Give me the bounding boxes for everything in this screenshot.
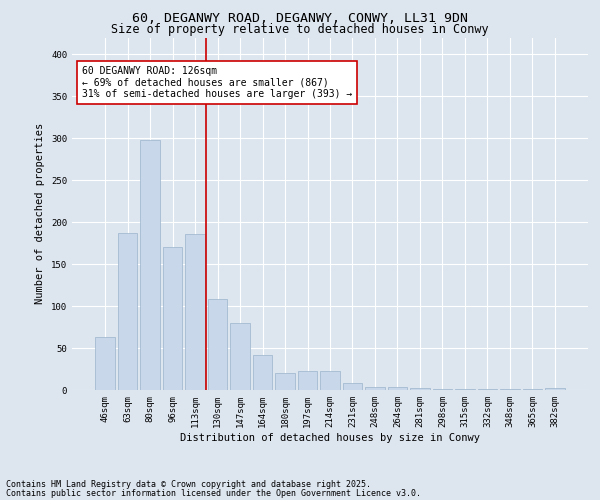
Text: 60, DEGANWY ROAD, DEGANWY, CONWY, LL31 9DN: 60, DEGANWY ROAD, DEGANWY, CONWY, LL31 9… <box>132 12 468 26</box>
Text: Contains public sector information licensed under the Open Government Licence v3: Contains public sector information licen… <box>6 488 421 498</box>
Bar <box>275 373 295 390</box>
Bar <box>208 300 227 390</box>
Bar <box>140 140 160 390</box>
Bar <box>343 384 362 390</box>
Y-axis label: Number of detached properties: Number of detached properties <box>35 123 46 304</box>
Bar <box>185 234 205 390</box>
Bar <box>118 233 137 390</box>
Bar <box>230 323 250 390</box>
Bar <box>433 389 452 390</box>
X-axis label: Distribution of detached houses by size in Conwy: Distribution of detached houses by size … <box>180 432 480 442</box>
Bar <box>388 386 407 390</box>
Bar <box>163 248 182 390</box>
Bar <box>478 389 497 390</box>
Bar <box>545 388 565 390</box>
Bar <box>410 388 430 390</box>
Bar <box>320 370 340 390</box>
Text: 60 DEGANWY ROAD: 126sqm
← 69% of detached houses are smaller (867)
31% of semi-d: 60 DEGANWY ROAD: 126sqm ← 69% of detache… <box>82 66 353 99</box>
Text: Contains HM Land Registry data © Crown copyright and database right 2025.: Contains HM Land Registry data © Crown c… <box>6 480 371 489</box>
Bar <box>500 389 520 390</box>
Text: Size of property relative to detached houses in Conwy: Size of property relative to detached ho… <box>111 22 489 36</box>
Bar <box>298 370 317 390</box>
Bar <box>253 355 272 390</box>
Bar <box>455 389 475 390</box>
Bar <box>365 386 385 390</box>
Bar <box>95 337 115 390</box>
Bar <box>523 389 542 390</box>
